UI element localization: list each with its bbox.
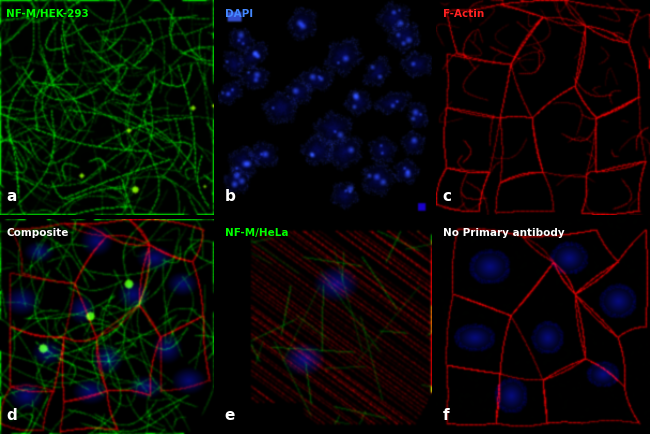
Text: b: b [224,189,235,204]
Text: e: e [224,408,235,423]
Text: F-Actin: F-Actin [443,9,484,19]
Text: DAPI: DAPI [224,9,253,19]
Text: Composite: Composite [6,228,69,238]
Text: f: f [443,408,449,423]
Text: NF-M/HeLa: NF-M/HeLa [224,228,288,238]
Text: NF-M/HEK-293: NF-M/HEK-293 [6,9,89,19]
Text: No Primary antibody: No Primary antibody [443,228,564,238]
Text: d: d [6,408,17,423]
Text: a: a [6,189,17,204]
Text: c: c [443,189,452,204]
